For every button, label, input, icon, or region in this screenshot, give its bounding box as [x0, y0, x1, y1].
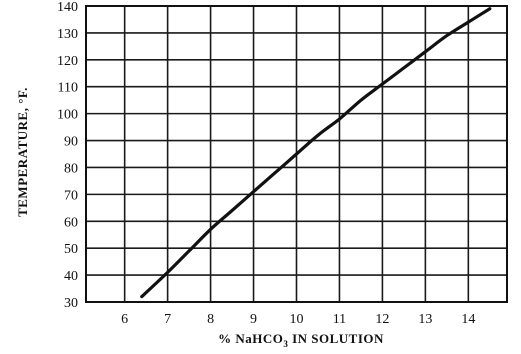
x-axis-title-subscript: 3	[283, 339, 288, 349]
x-tick-label: 12	[375, 312, 389, 327]
y-tick-label: 30	[64, 296, 78, 311]
x-axis-title-rest: IN SOLUTION	[288, 331, 384, 346]
y-tick-label: 40	[64, 269, 78, 284]
y-tick-label: 60	[64, 215, 78, 230]
x-tick-label: 7	[164, 312, 171, 327]
y-tick-label: 50	[64, 242, 78, 257]
y-tick-label: 90	[64, 135, 78, 150]
y-tick-label: 120	[57, 54, 78, 69]
x-tick-label: 11	[333, 312, 346, 327]
x-tick-label: 14	[461, 312, 475, 327]
y-tick-label: 130	[57, 27, 78, 42]
y-tick-label: 140	[57, 0, 78, 15]
x-tick-label: 10	[290, 312, 304, 327]
x-tick-label: 9	[250, 312, 257, 327]
y-tick-label: 80	[64, 161, 78, 176]
series-lines	[140, 7, 492, 299]
x-tick-label: 13	[418, 312, 432, 327]
x-tick-label: 8	[207, 312, 214, 327]
y-tick-label: 100	[57, 108, 78, 123]
x-tick-labels: 6 7 8 9 10 11 12 13 14	[121, 312, 475, 327]
x-axis-title-main: % NaHCO	[218, 331, 283, 346]
x-tick-label: 6	[121, 312, 128, 327]
plot-frame	[85, 5, 508, 303]
y-tick-label: 110	[58, 81, 78, 96]
y-tick-label: 70	[64, 188, 78, 203]
x-axis-title: % NaHCO3 IN SOLUTION	[218, 331, 384, 349]
series-line	[140, 7, 492, 299]
y-axis-title: TEMPERATURE, °F.	[15, 87, 30, 217]
y-tick-labels: 30 40 50 60 70 80 90 100 110 120 130 140	[57, 0, 78, 311]
